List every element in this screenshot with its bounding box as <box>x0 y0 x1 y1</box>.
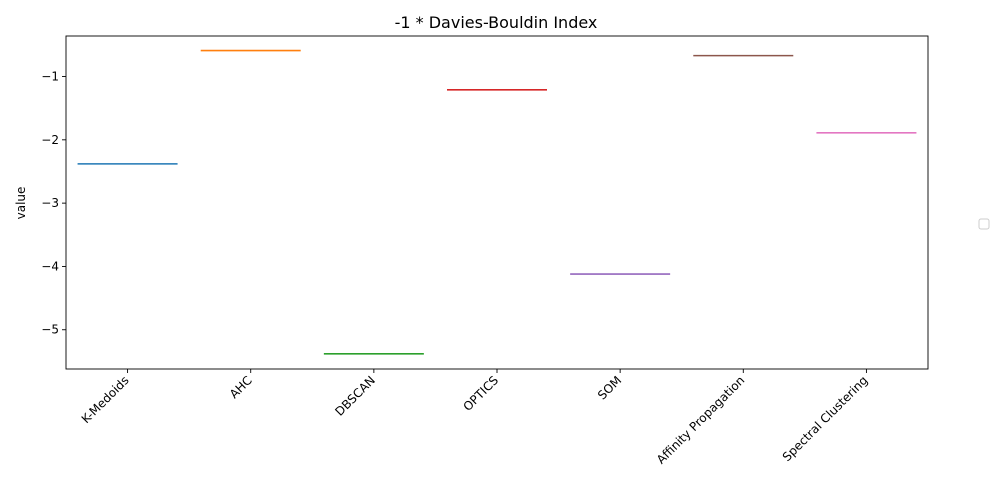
x-tick-label: Affinity Propagation <box>654 373 748 467</box>
y-tick-label: −4 <box>41 259 59 273</box>
x-tick-label: K-Medoids <box>79 373 132 426</box>
plot-area <box>77 49 917 355</box>
y-tick-label: −2 <box>41 133 59 147</box>
plot-frame <box>65 35 929 370</box>
x-tick-label: AHC <box>227 373 255 401</box>
x-axis: K-Medoids AHC DBSCAN OPTICS SOM Affinity Prop… <box>79 369 871 467</box>
x-tick-label: OPTICS <box>460 373 501 414</box>
y-tick-label: −1 <box>41 70 59 84</box>
y-axis: −1 −2 −3 −4 −5 <box>41 70 66 337</box>
x-tick-label: SOM <box>595 373 624 402</box>
y-tick-label: −3 <box>41 196 59 210</box>
x-tick-label: DBSCAN <box>332 373 378 419</box>
x-tick-label: Spectral Clustering <box>780 373 871 464</box>
legend <box>978 218 990 230</box>
y-axis-label: value <box>14 187 28 220</box>
chart-title: -1 * Davies-Bouldin Index <box>395 13 598 32</box>
y-tick-label: −5 <box>41 323 59 337</box>
